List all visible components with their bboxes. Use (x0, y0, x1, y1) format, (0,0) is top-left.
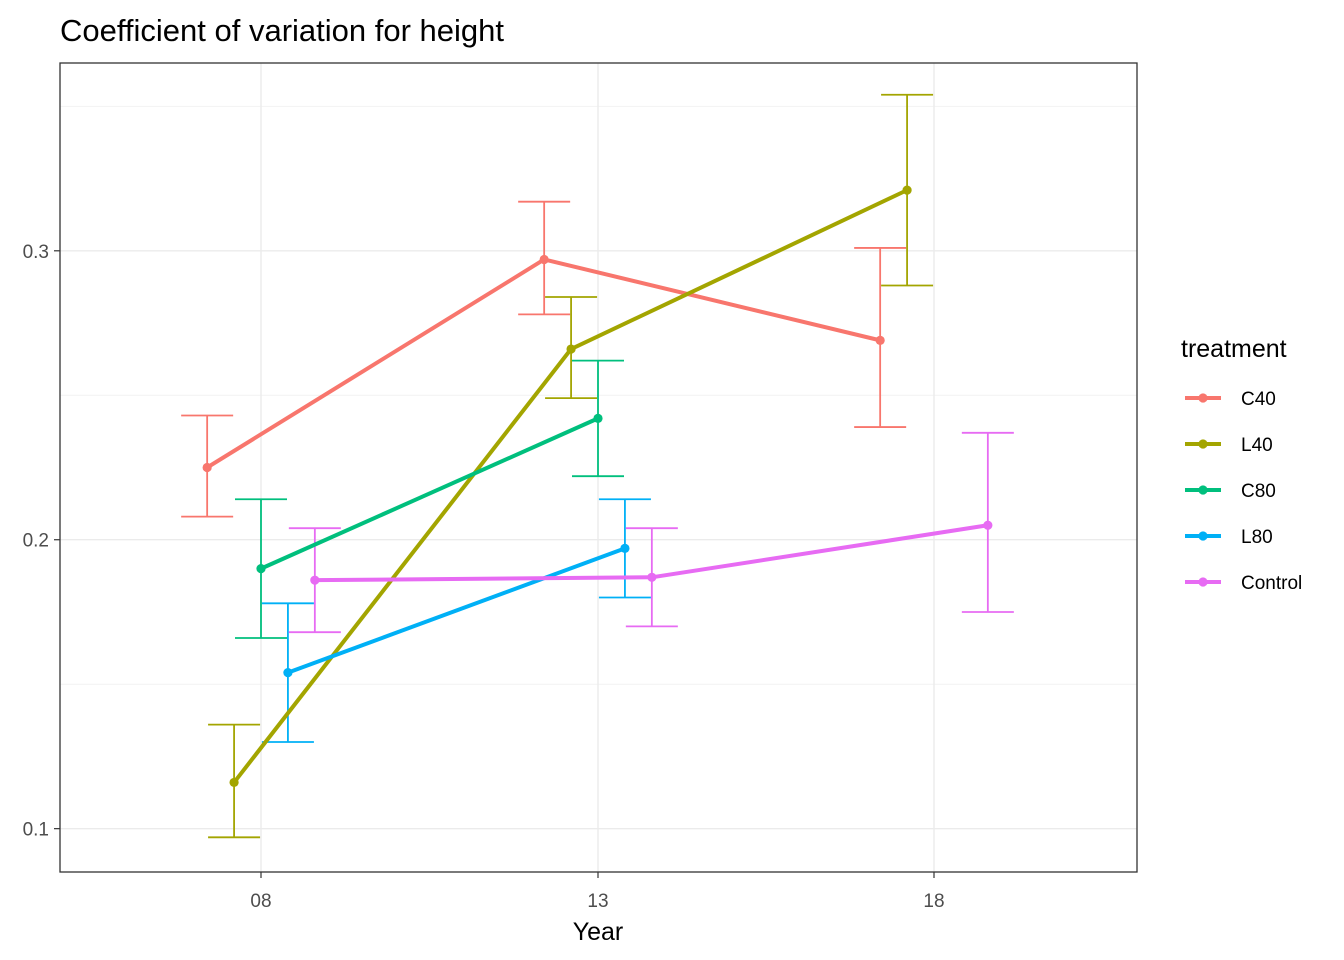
legend-label: C80 (1241, 481, 1276, 502)
legend-item-control: Control (1185, 573, 1302, 594)
legend-item-c80: C80 (1185, 481, 1276, 502)
legend: C40 L40 C80 L80 Control (1185, 389, 1302, 594)
legend-item-c40: C40 (1185, 389, 1276, 410)
legend-label: L40 (1241, 435, 1273, 456)
y-tick-label: 0.3 (23, 242, 49, 263)
legend-key-point (1198, 485, 1208, 495)
data-point (229, 777, 239, 788)
data-point (902, 185, 912, 195)
series-points (202, 185, 993, 788)
data-point (566, 344, 576, 354)
data-point (256, 564, 266, 574)
x-tick-label: 13 (587, 891, 608, 912)
data-point (283, 668, 293, 678)
chart-title: Coefficient of variation for height (60, 13, 504, 48)
data-point (875, 335, 885, 345)
x-tick-label: 18 (923, 891, 944, 912)
data-point (539, 254, 549, 265)
data-point (593, 413, 603, 423)
legend-key-point (1198, 393, 1208, 403)
legend-label: L80 (1241, 527, 1273, 548)
y-tick-label: 0.2 (23, 531, 49, 552)
legend-key-point (1198, 577, 1208, 587)
legend-label: C40 (1241, 389, 1276, 410)
legend-label: Control (1241, 573, 1302, 594)
legend-item-l80: L80 (1185, 527, 1273, 548)
series-line-l80 (287, 546, 626, 675)
series-line-c80 (260, 416, 599, 571)
data-point (620, 543, 630, 554)
data-point (983, 520, 993, 530)
x-axis: 08 13 18 (250, 872, 945, 912)
legend-title: treatment (1181, 335, 1287, 363)
data-point (310, 575, 320, 585)
data-point (202, 462, 212, 473)
legend-key-point (1198, 531, 1208, 541)
legend-item-l40: L40 (1185, 435, 1273, 456)
y-tick-label: 0.1 (23, 820, 49, 841)
data-point (647, 572, 657, 582)
x-axis-title: Year (573, 918, 624, 946)
major-gridlines (60, 63, 1137, 872)
legend-key-point (1198, 439, 1208, 449)
y-axis: 0.1 0.2 0.3 (23, 242, 60, 841)
x-tick-label: 08 (250, 891, 271, 912)
